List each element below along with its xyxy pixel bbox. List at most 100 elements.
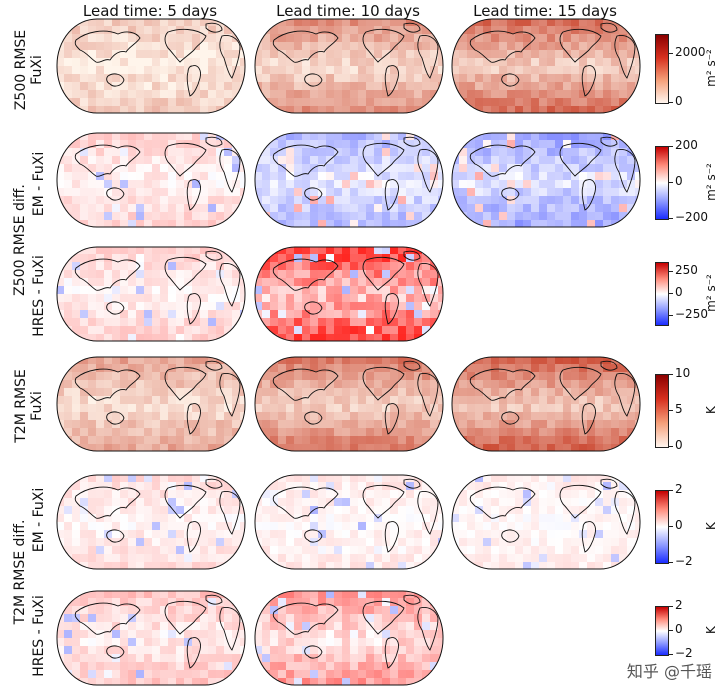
map-cell (571, 164, 579, 172)
map-cell (374, 204, 382, 212)
map-cell (635, 66, 640, 74)
map-cell (334, 326, 342, 334)
map-cell (262, 404, 270, 412)
map-cell (374, 436, 382, 444)
map-cell (294, 90, 302, 98)
map-cell (326, 180, 334, 188)
map-cell (278, 156, 286, 164)
map-cell (595, 19, 603, 26)
map-cell (334, 428, 342, 436)
map-cell (382, 444, 390, 451)
map-cell (326, 357, 334, 364)
map-cell (200, 538, 208, 546)
map-cell (176, 530, 184, 538)
map-cell (160, 50, 168, 58)
map-cell (72, 364, 80, 372)
map-cell (358, 428, 366, 436)
map-cell (168, 670, 176, 678)
map-cell (286, 606, 294, 614)
map-cell (555, 188, 563, 196)
map-cell (523, 50, 531, 58)
map-cell (184, 286, 192, 294)
map-cell (326, 638, 334, 646)
map-cell (459, 404, 467, 412)
map-cell (310, 380, 318, 388)
coastline-1 (501, 411, 520, 425)
map-cell (96, 82, 104, 90)
map-cell (475, 26, 483, 34)
colorbar-tick-label: 250 (675, 262, 698, 277)
colorbar-tick-mark (669, 146, 673, 147)
map-cell (270, 180, 278, 188)
map-cell (318, 220, 326, 227)
map-cell (366, 334, 374, 341)
map-cell (491, 482, 499, 490)
map-cell (406, 19, 414, 26)
map-cell (294, 270, 302, 278)
map-cell (539, 26, 547, 34)
map-cell (168, 90, 176, 98)
map-cell (294, 247, 302, 254)
map-cell (310, 254, 318, 262)
map-cell (483, 148, 491, 156)
map-cell (499, 74, 507, 82)
map-cell (200, 482, 208, 490)
map-cell (334, 404, 342, 412)
map-cell (104, 188, 112, 196)
map-cell (398, 90, 406, 98)
map-cell (627, 444, 635, 451)
map-cell (438, 74, 443, 82)
map-cell (539, 380, 547, 388)
map-cell (302, 204, 310, 212)
map-cell (406, 498, 414, 506)
map-cell (232, 506, 240, 514)
map-cell (262, 388, 270, 396)
map-cell (232, 262, 240, 270)
map-cell (72, 506, 80, 514)
map-cell (635, 562, 640, 569)
map-cell (216, 538, 224, 546)
map-cell (366, 530, 374, 538)
map-cell (611, 412, 619, 420)
map-cell (611, 530, 619, 538)
map-cell (278, 522, 286, 530)
map-cell (200, 396, 208, 404)
map-cell (430, 614, 438, 622)
map-cell (240, 546, 245, 554)
map-cell (216, 530, 224, 538)
map-cell (507, 148, 515, 156)
map-cell (547, 98, 555, 106)
map-cell (216, 180, 224, 188)
map-cell (255, 74, 262, 82)
map-cell (200, 133, 208, 140)
map-cell (398, 188, 406, 196)
map-cell (278, 66, 286, 74)
map-cell (563, 396, 571, 404)
map-cell (475, 82, 483, 90)
map-cell (168, 50, 176, 58)
map-cell (414, 388, 422, 396)
map-cell (459, 444, 467, 451)
map-cell (57, 220, 64, 227)
map-cell (255, 522, 262, 530)
map-cell (595, 106, 603, 113)
map-cell (483, 212, 491, 220)
map-cell (255, 514, 262, 522)
map-cell (459, 172, 467, 180)
map-panel-r6-c1 (56, 590, 246, 686)
map-cell (88, 180, 96, 188)
map-cell (128, 436, 136, 444)
map-cell (286, 42, 294, 50)
map-cell (374, 662, 382, 670)
map-cell (531, 388, 539, 396)
map-cell (563, 412, 571, 420)
map-cell (547, 530, 555, 538)
map-cell (120, 212, 128, 220)
map-cell (635, 220, 640, 227)
map-cell (414, 318, 422, 326)
map-cell (515, 428, 523, 436)
map-cell (571, 140, 579, 148)
map-cell (192, 412, 200, 420)
colorbar-tick-label: −2 (675, 554, 693, 568)
map-cell (128, 286, 136, 294)
